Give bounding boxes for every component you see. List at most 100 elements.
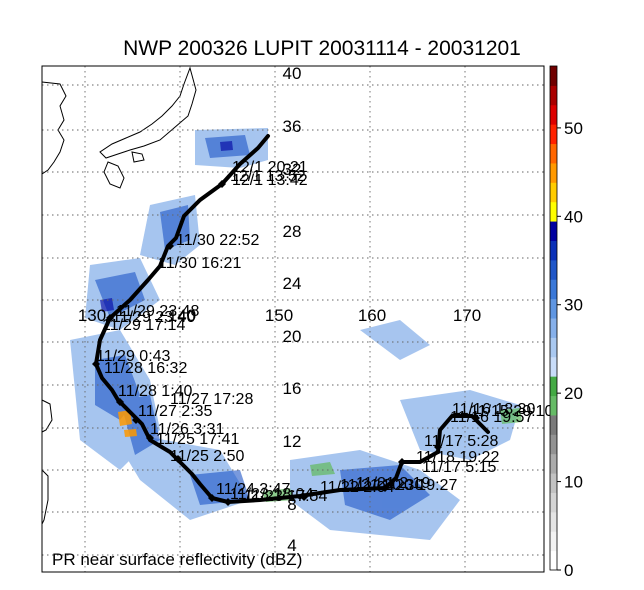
track-label: 11/29 23:40 bbox=[112, 309, 195, 326]
track-marker bbox=[166, 242, 174, 250]
colorbar-segment bbox=[550, 511, 557, 532]
track-label: 11/28 1:40 bbox=[118, 383, 193, 400]
track-label: 11/24 3:47 bbox=[216, 481, 291, 498]
colorbar-segment bbox=[550, 298, 557, 319]
lat-label-8: 8 bbox=[287, 495, 296, 514]
track-marker bbox=[398, 458, 406, 466]
colorbar-segment bbox=[550, 337, 557, 358]
track-label: 11/30 22:52 bbox=[176, 232, 259, 249]
lat-label-4: 4 bbox=[287, 536, 296, 555]
track-label: 11/29 23:48 bbox=[116, 303, 199, 320]
track-label: 11/16 18:30 bbox=[452, 401, 535, 418]
chart-title: NWP 200326 LUPIT 20031114 - 20031201 bbox=[123, 37, 521, 60]
lat-label-40: 40 bbox=[283, 64, 302, 83]
track-label: 11/16 19:57 bbox=[450, 409, 533, 426]
colorbar-frame bbox=[549, 65, 558, 571]
track-marker bbox=[174, 455, 182, 463]
track-marker bbox=[218, 180, 226, 188]
colorbar-segment bbox=[550, 318, 557, 338]
colorbar-segment bbox=[550, 434, 557, 455]
lat-label-24: 24 bbox=[283, 274, 302, 293]
colorbar-segment bbox=[550, 221, 557, 241]
lon-label-140: 140 bbox=[168, 306, 196, 325]
colorbar-segment bbox=[550, 259, 557, 280]
colorbar-segment bbox=[550, 104, 557, 125]
map-area: 40 36 32 28 24 20 16 12 8 4 130 140 150 160 170 12/1 … bbox=[41, 64, 553, 573]
colorbar-segment bbox=[550, 414, 557, 435]
colorbar-tick-label: 50 bbox=[564, 119, 583, 138]
lon-label-170: 170 bbox=[453, 306, 481, 325]
track-marker bbox=[381, 484, 389, 492]
track-marker bbox=[132, 416, 140, 424]
track-label: 11/15 20:10 bbox=[470, 403, 553, 420]
lat-label-20: 20 bbox=[283, 327, 302, 346]
lat-label-28: 28 bbox=[283, 222, 302, 241]
track-label: 11/17 5:15 bbox=[422, 459, 497, 476]
colorbar-segment bbox=[550, 85, 557, 106]
colorbar-tick-label: 10 bbox=[564, 473, 583, 492]
lon-label-130: 130 bbox=[78, 306, 106, 325]
track-marker bbox=[92, 360, 100, 368]
track-label: 11/23 17:54 bbox=[244, 488, 327, 505]
lat-label-12: 12 bbox=[283, 432, 302, 451]
colorbar-segment bbox=[550, 201, 557, 222]
colorbar-segment bbox=[550, 395, 557, 416]
track-marker bbox=[434, 443, 442, 451]
colorbar bbox=[549, 65, 558, 571]
track-label: 11/25 17:41 bbox=[156, 431, 239, 448]
lat-label-36: 36 bbox=[283, 117, 302, 136]
track-label: 11/17 5:28 bbox=[424, 433, 499, 450]
track-label: 12/1 13:42 bbox=[232, 172, 308, 189]
colorbar-segment bbox=[550, 453, 557, 474]
track-marker bbox=[116, 398, 124, 406]
lon-label-150: 150 bbox=[265, 306, 293, 325]
colorbar-segment bbox=[550, 492, 557, 513]
track-marker bbox=[208, 494, 216, 502]
colorbar-segment bbox=[550, 124, 557, 145]
track-label: 11/21 2:19 bbox=[356, 475, 431, 492]
colorbar-segment bbox=[550, 473, 557, 493]
graticule bbox=[42, 66, 544, 572]
track-label: 11/29 17:14 bbox=[102, 317, 185, 334]
colorbar-segment bbox=[550, 356, 557, 377]
colorbar-segment bbox=[550, 531, 557, 552]
track-label: 11/28 16:32 bbox=[104, 360, 187, 377]
colorbar-segment bbox=[550, 66, 557, 86]
track-marker bbox=[224, 498, 232, 506]
track-label: 11/22 2:04 bbox=[320, 479, 395, 496]
longitude-labels: 130 140 150 160 170 bbox=[78, 306, 481, 325]
chart-caption: PR near surface reflectivity (dBZ) bbox=[52, 550, 302, 569]
track-marker bbox=[106, 314, 114, 322]
track-label: 11/23 18:04 bbox=[230, 486, 313, 503]
lon-label-160: 160 bbox=[358, 306, 386, 325]
track-markers bbox=[92, 180, 480, 506]
lat-label-32: 32 bbox=[283, 160, 302, 179]
track-marker bbox=[472, 414, 480, 422]
colorbar-ticks: 0 10 20 30 40 50 bbox=[557, 119, 583, 580]
colorbar-segment bbox=[550, 162, 557, 183]
lat-label-16: 16 bbox=[283, 379, 302, 398]
track-label: 11/27 17:28 bbox=[170, 391, 253, 408]
track-label: 11/29 0:43 bbox=[96, 348, 171, 365]
track-label: 12/1 20:21 bbox=[232, 159, 308, 176]
track-label: 12/1 13:52 bbox=[230, 168, 306, 185]
colorbar-segment bbox=[550, 240, 557, 261]
colorbar-tick-label: 30 bbox=[564, 296, 583, 315]
track-label: 11/25 2:50 bbox=[170, 448, 245, 465]
colorbar-tick-label: 40 bbox=[564, 207, 583, 226]
colorbar-segment bbox=[550, 279, 557, 300]
colorbar-tick-label: 20 bbox=[564, 384, 583, 403]
colorbar-segment bbox=[550, 376, 557, 397]
track-label: 11/27 2:35 bbox=[138, 403, 213, 420]
colorbar-segment bbox=[550, 143, 557, 164]
colorbar-segment bbox=[550, 550, 557, 571]
track-label: 11/20 19:27 bbox=[374, 477, 457, 494]
track-label: 11/30 16:21 bbox=[158, 255, 241, 272]
track-label: 11/26 3:31 bbox=[150, 421, 225, 438]
track-marker bbox=[146, 434, 154, 442]
track-marker bbox=[300, 493, 308, 501]
track-label: 11/21 20:30 bbox=[340, 477, 423, 494]
colorbar-tick-label: 0 bbox=[564, 561, 573, 580]
